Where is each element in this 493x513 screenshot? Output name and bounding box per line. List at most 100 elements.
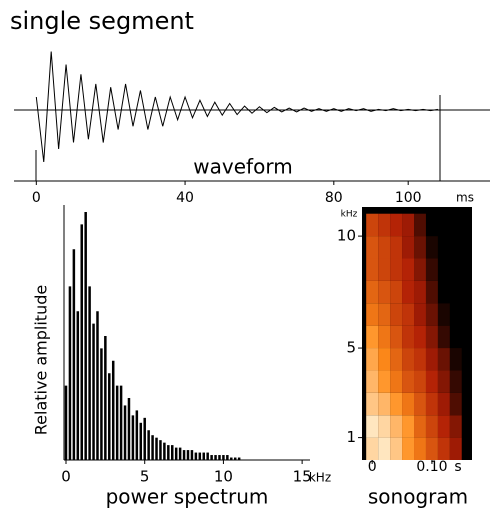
sonogram-cell [378, 370, 391, 393]
sonogram-cell [437, 213, 450, 237]
sonogram-cell [461, 258, 472, 281]
sonogram-cell [414, 415, 426, 438]
sonogram-cell [437, 258, 450, 281]
sonogram-cell [366, 392, 379, 416]
sonogram-cell [402, 415, 415, 438]
x-tick-label: 80 [325, 190, 343, 206]
sonogram-cell [366, 213, 379, 237]
x-tick-label: 10 [214, 468, 233, 486]
sonogram-cell [437, 392, 450, 416]
sonogram-cell [366, 236, 379, 259]
sonogram-cell [449, 437, 462, 460]
y-label: Relative amplitude [32, 285, 51, 435]
sonogram-cell [390, 303, 403, 326]
x-tick-label: 100 [395, 190, 422, 206]
sonogram-cell [378, 280, 391, 304]
sonogram-cell [414, 258, 426, 281]
sonogram-cell [461, 280, 472, 304]
sonogram-cell [461, 392, 472, 416]
sonogram-cell [366, 370, 379, 393]
sonogram-cell [390, 348, 403, 371]
sonogram-cell [378, 415, 391, 438]
sonogram-cell [390, 370, 403, 393]
sonogram-cell [437, 415, 450, 438]
x-unit: s [454, 459, 461, 475]
sonogram-cell [390, 258, 403, 281]
sonogram-cell [449, 213, 462, 237]
sonogram-cell [461, 415, 472, 438]
x-unit: ms [456, 191, 474, 205]
sonogram-cell [378, 437, 391, 460]
sonogram-cell [425, 236, 438, 259]
x-unit: kHz [309, 471, 331, 485]
sonogram-cell [402, 348, 415, 371]
sonogram-cell [461, 325, 472, 349]
sonogram-cell [414, 392, 426, 416]
sonogram-cell [414, 437, 426, 460]
sonogram-cell [402, 258, 415, 281]
sonogram-cell [449, 370, 462, 393]
x-tick-label: 0.10 [416, 459, 447, 475]
sonogram-cell [425, 348, 438, 371]
sonogram-cell [437, 370, 450, 393]
chart-title: power spectrum [106, 485, 269, 509]
sonogram-cell [390, 437, 403, 460]
sonogram-cell [425, 415, 438, 438]
sonogram-cell [378, 392, 391, 416]
sonogram-cell [402, 325, 415, 349]
x-tick-label: 0 [368, 459, 377, 475]
sonogram-cell [402, 236, 415, 259]
sonogram-cell [390, 392, 403, 416]
x-tick-label: 5 [140, 468, 150, 486]
sonogram-cell [449, 236, 462, 259]
sonogram-cell [402, 280, 415, 304]
sonogram-cell [437, 348, 450, 371]
sonogram-cell [414, 325, 426, 349]
sonogram-cell [378, 303, 391, 326]
sonogram-cell [437, 325, 450, 349]
sonogram-cell [366, 437, 379, 460]
sonogram-cell [437, 437, 450, 460]
sonogram-cell [425, 280, 438, 304]
sonogram-cell [378, 348, 391, 371]
sonogram-cell [366, 325, 379, 349]
sonogram-cell [378, 325, 391, 349]
sonogram-cell [366, 280, 379, 304]
sonogram-cell [425, 258, 438, 281]
sonogram-cell [449, 348, 462, 371]
sonogram-cell [437, 280, 450, 304]
sonogram-cell [449, 303, 462, 326]
sonogram-cell [425, 325, 438, 349]
sonogram-cell [425, 370, 438, 393]
y-unit: kHz [341, 210, 358, 220]
sonogram-cell [390, 213, 403, 237]
sonogram-cell [366, 415, 379, 438]
sonogram-cell [390, 415, 403, 438]
sonogram-cell [449, 415, 462, 438]
sonogram-cell [414, 280, 426, 304]
x-tick-label: 0 [32, 190, 41, 206]
y-tick-label: 10 [337, 227, 356, 245]
sonogram-cell [390, 280, 403, 304]
sonogram-cell [425, 392, 438, 416]
chart-title: waveform [193, 155, 292, 179]
y-tick-label: 5 [346, 339, 356, 357]
sonogram-cell [402, 392, 415, 416]
sonogram-cell [425, 213, 438, 237]
x-tick-label: 15 [293, 468, 312, 486]
sonogram-cell [390, 325, 403, 349]
x-tick-label: 40 [176, 190, 194, 206]
sonogram-cell [414, 370, 426, 393]
sonogram-cell [449, 258, 462, 281]
sonogram-cell [378, 236, 391, 259]
sonogram-cell [378, 258, 391, 281]
sonogram-cell [449, 325, 462, 349]
sonogram-cell [437, 303, 450, 326]
sonogram-cell [461, 236, 472, 259]
sonogram-cell [437, 236, 450, 259]
sonogram-cell [366, 258, 379, 281]
sonogram-cell [402, 303, 415, 326]
sonogram-cell [414, 348, 426, 371]
sonogram-cell [449, 280, 462, 304]
